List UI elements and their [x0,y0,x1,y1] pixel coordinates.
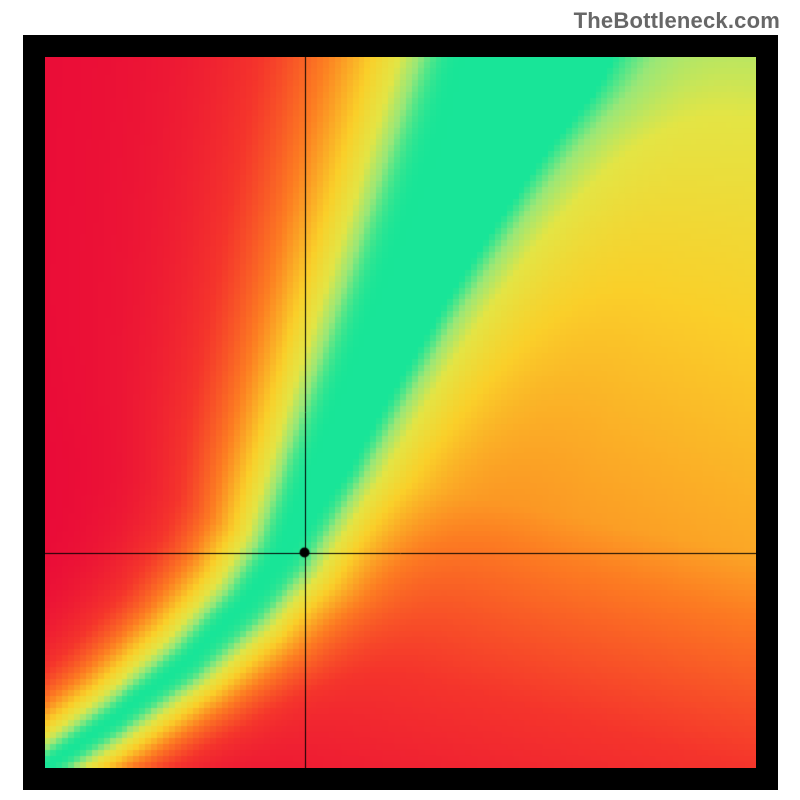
chart-container: TheBottleneck.com [0,0,800,800]
attribution-watermark: TheBottleneck.com [574,8,780,34]
crosshair-overlay [45,57,756,768]
